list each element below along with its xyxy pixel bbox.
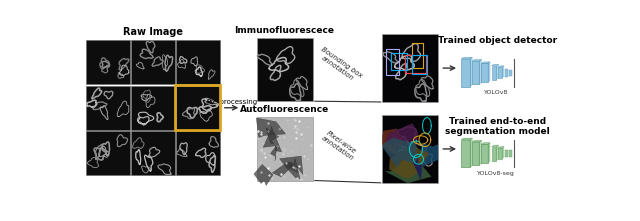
Bar <box>175 85 220 130</box>
Bar <box>472 61 479 84</box>
Polygon shape <box>263 126 282 152</box>
Bar <box>257 38 312 101</box>
Polygon shape <box>481 62 490 63</box>
Polygon shape <box>502 66 504 78</box>
Bar <box>461 59 470 87</box>
Polygon shape <box>492 145 499 147</box>
Polygon shape <box>496 64 499 80</box>
Polygon shape <box>266 128 278 144</box>
Polygon shape <box>481 143 490 144</box>
Bar <box>176 40 220 84</box>
Polygon shape <box>271 146 277 161</box>
Bar <box>405 55 426 73</box>
Bar <box>509 151 511 157</box>
Polygon shape <box>412 156 422 180</box>
Bar <box>386 49 399 75</box>
Bar <box>505 69 508 76</box>
Bar <box>498 67 502 78</box>
Text: YOLOv8-seg: YOLOv8-seg <box>477 171 515 175</box>
Text: Pixel-wise
annotation: Pixel-wise annotation <box>321 129 359 161</box>
Polygon shape <box>488 143 490 163</box>
Bar <box>412 55 427 74</box>
Polygon shape <box>470 57 472 87</box>
Bar <box>461 140 470 168</box>
Polygon shape <box>382 129 405 154</box>
Bar <box>392 53 406 70</box>
Bar <box>131 40 175 84</box>
Polygon shape <box>417 143 438 167</box>
Bar <box>492 147 496 160</box>
Text: Trained end-to-end
segmentation model: Trained end-to-end segmentation model <box>445 117 550 136</box>
Text: Pre-processing: Pre-processing <box>206 99 257 105</box>
Polygon shape <box>254 164 273 185</box>
Bar <box>86 86 129 130</box>
Polygon shape <box>488 62 490 82</box>
Bar <box>382 34 438 102</box>
Polygon shape <box>285 159 300 179</box>
Text: Autofluorescence: Autofluorescence <box>240 105 329 114</box>
Bar <box>176 86 220 130</box>
Polygon shape <box>280 156 303 174</box>
Polygon shape <box>382 138 417 168</box>
Polygon shape <box>479 141 481 165</box>
Polygon shape <box>496 145 499 160</box>
Bar <box>176 131 220 175</box>
Bar <box>257 117 312 181</box>
Polygon shape <box>498 147 504 148</box>
Bar <box>412 43 423 68</box>
Polygon shape <box>472 60 481 61</box>
Polygon shape <box>461 57 472 59</box>
Bar <box>472 142 479 165</box>
Bar <box>131 86 175 130</box>
Bar <box>509 70 511 76</box>
Polygon shape <box>472 141 481 142</box>
Text: Raw Image: Raw Image <box>123 27 183 36</box>
Bar <box>86 131 129 175</box>
Polygon shape <box>385 154 431 183</box>
Polygon shape <box>492 64 499 66</box>
Bar <box>505 150 508 157</box>
Text: Trained object detector: Trained object detector <box>438 36 557 45</box>
Polygon shape <box>498 66 504 67</box>
Bar <box>86 40 129 84</box>
Bar <box>481 63 488 82</box>
Bar <box>481 144 488 163</box>
Polygon shape <box>257 118 285 138</box>
Bar <box>498 148 502 159</box>
Polygon shape <box>502 147 504 159</box>
Text: YOLOv8: YOLOv8 <box>484 90 508 95</box>
Polygon shape <box>461 138 472 140</box>
Text: Bounding box
annotation: Bounding box annotation <box>316 46 364 85</box>
Polygon shape <box>479 60 481 84</box>
Polygon shape <box>470 138 472 168</box>
Bar <box>131 131 175 175</box>
Bar <box>382 115 438 183</box>
Polygon shape <box>273 162 293 177</box>
Bar <box>492 66 496 80</box>
Text: Immunofluorescece: Immunofluorescece <box>235 26 335 35</box>
Polygon shape <box>386 123 419 145</box>
Polygon shape <box>389 144 429 179</box>
